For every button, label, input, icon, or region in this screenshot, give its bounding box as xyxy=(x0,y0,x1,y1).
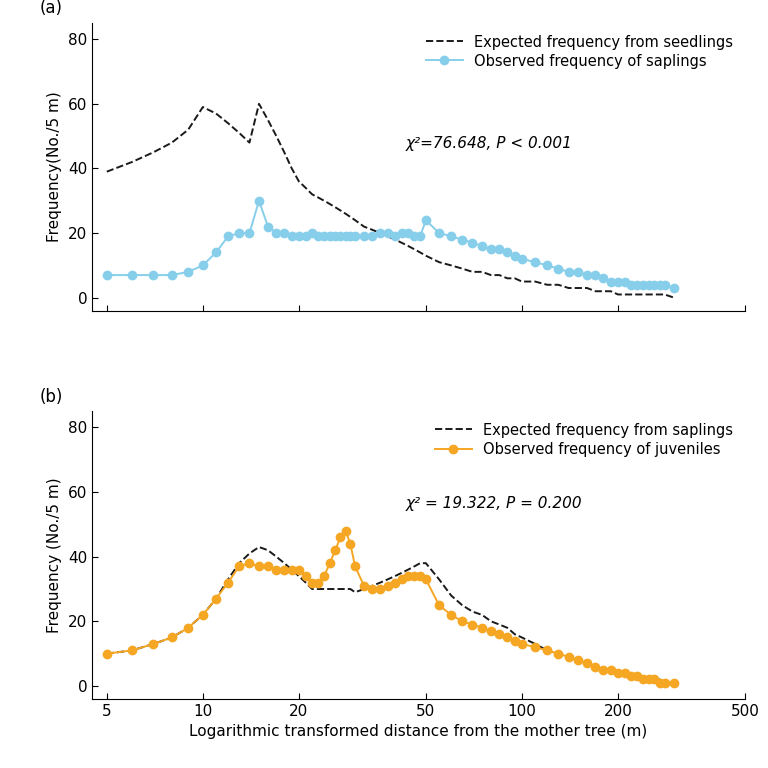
Expected frequency from saplings xyxy=(620,672,629,681)
X-axis label: Logarithmic transformed distance from the mother tree (m): Logarithmic transformed distance from th… xyxy=(190,724,647,740)
Observed frequency of juveniles xyxy=(415,571,425,581)
Line: Observed frequency of juveniles: Observed frequency of juveniles xyxy=(103,527,678,687)
Legend: Expected frequency from saplings, Observed frequency of juveniles: Expected frequency from saplings, Observ… xyxy=(431,419,738,462)
Observed frequency of juveniles xyxy=(102,649,111,658)
Observed frequency of juveniles xyxy=(655,678,664,687)
Observed frequency of saplings xyxy=(301,232,310,241)
Observed frequency of saplings xyxy=(620,277,629,286)
Observed frequency of juveniles xyxy=(650,675,659,684)
Expected frequency from saplings xyxy=(301,578,310,588)
Observed frequency of saplings xyxy=(254,196,263,205)
Expected frequency from seedlings xyxy=(620,290,629,299)
Expected frequency from saplings xyxy=(415,558,425,568)
Text: (a): (a) xyxy=(40,0,63,18)
Line: Observed frequency of saplings: Observed frequency of saplings xyxy=(103,197,678,292)
Expected frequency from seedlings xyxy=(415,248,425,257)
Observed frequency of juveniles xyxy=(670,678,679,687)
Observed frequency of juveniles xyxy=(341,526,350,535)
Expected frequency from seedlings xyxy=(376,228,385,237)
Expected frequency from seedlings xyxy=(301,184,310,193)
Expected frequency from seedlings xyxy=(325,200,334,209)
Expected frequency from seedlings xyxy=(102,167,111,177)
Expected frequency from saplings xyxy=(102,649,111,658)
Expected frequency from saplings xyxy=(670,678,679,687)
Observed frequency of saplings xyxy=(415,232,425,241)
Observed frequency of juveniles xyxy=(376,584,385,594)
Observed frequency of juveniles xyxy=(319,571,329,581)
Expected frequency from seedlings xyxy=(670,293,679,303)
Expected frequency from saplings xyxy=(325,584,334,594)
Expected frequency from saplings xyxy=(650,675,659,684)
Text: (b): (b) xyxy=(40,388,63,406)
Line: Expected frequency from seedlings: Expected frequency from seedlings xyxy=(107,104,674,298)
Observed frequency of saplings xyxy=(655,280,664,290)
Y-axis label: Frequency (No./5 m): Frequency (No./5 m) xyxy=(48,477,62,633)
Line: Expected frequency from saplings: Expected frequency from saplings xyxy=(107,547,674,683)
Observed frequency of saplings xyxy=(325,232,334,241)
Expected frequency from saplings xyxy=(376,578,385,588)
Observed frequency of juveniles xyxy=(620,668,629,677)
Observed frequency of saplings xyxy=(102,270,111,280)
Expected frequency from seedlings xyxy=(655,290,664,299)
Text: χ² = 19.322, P = 0.200: χ² = 19.322, P = 0.200 xyxy=(406,496,582,511)
Y-axis label: Frequency(No./5 m): Frequency(No./5 m) xyxy=(48,91,62,242)
Observed frequency of juveniles xyxy=(294,565,303,574)
Expected frequency from saplings xyxy=(254,542,263,551)
Observed frequency of saplings xyxy=(376,228,385,237)
Expected frequency from saplings xyxy=(660,678,669,687)
Legend: Expected frequency from seedlings, Observed frequency of saplings: Expected frequency from seedlings, Obser… xyxy=(422,30,738,74)
Observed frequency of saplings xyxy=(670,283,679,293)
Text: χ²=76.648, P < 0.001: χ²=76.648, P < 0.001 xyxy=(406,137,572,151)
Expected frequency from seedlings xyxy=(254,99,263,108)
